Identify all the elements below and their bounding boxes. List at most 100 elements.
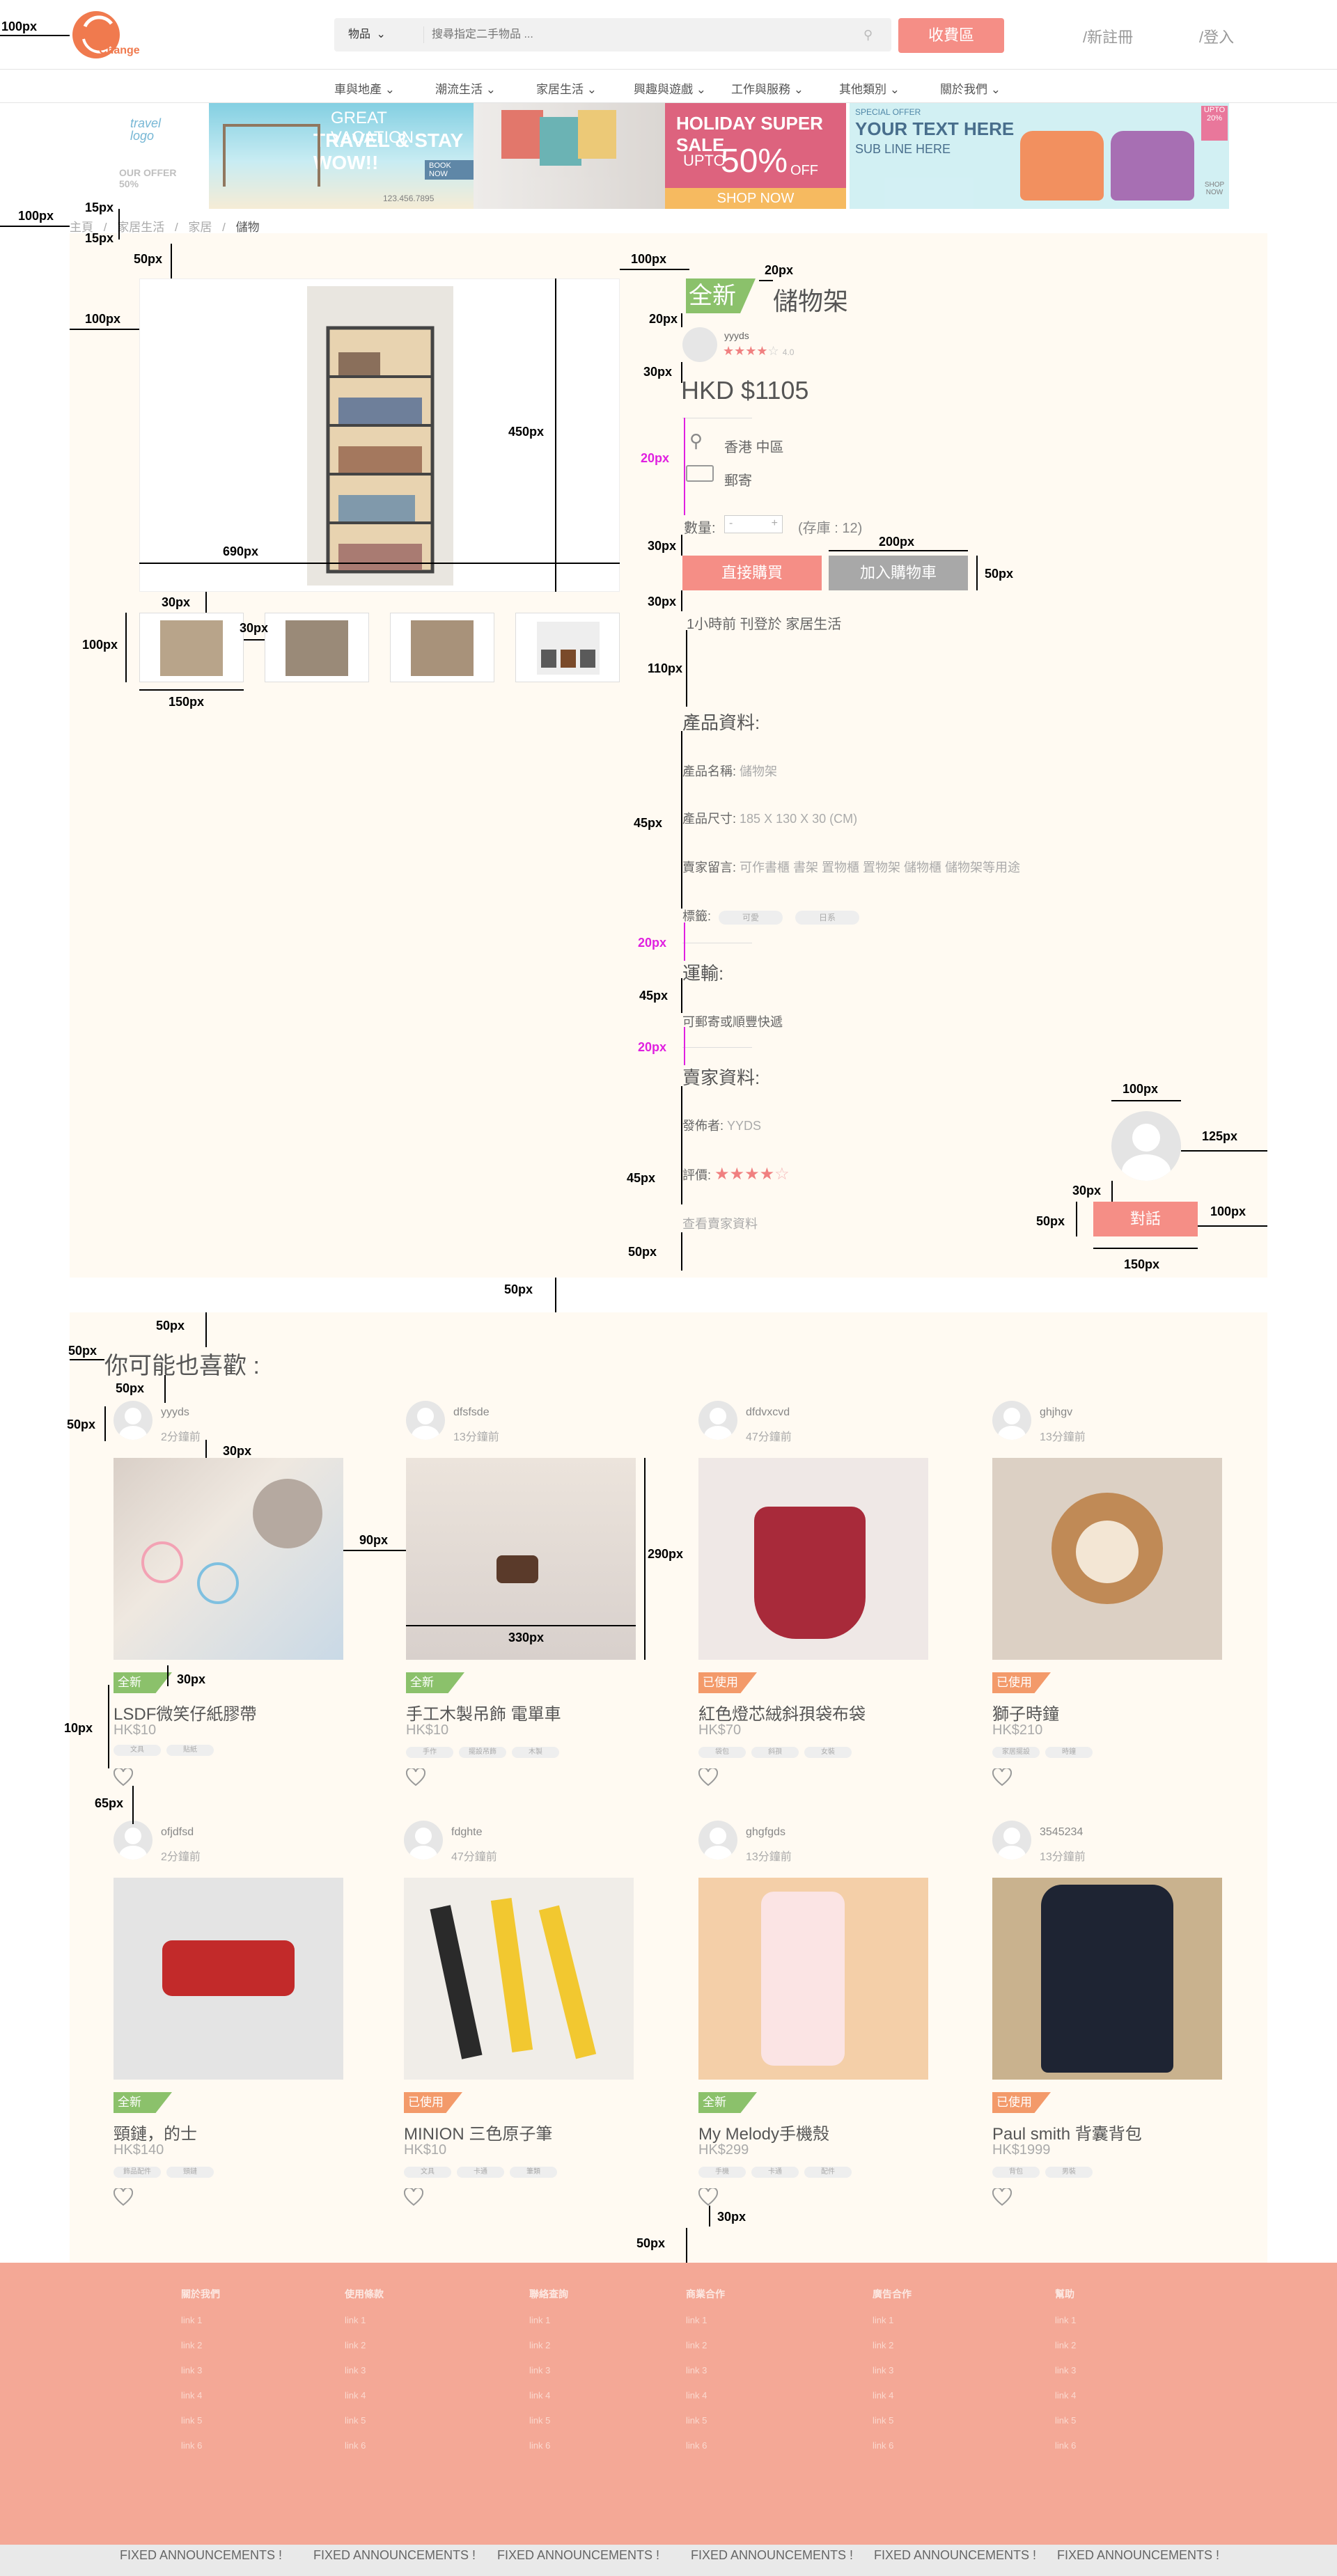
nav-item-0[interactable]: 車與地產 ⌄ [334, 83, 395, 96]
tag[interactable]: 文具 [114, 1745, 161, 1756]
product-card[interactable]: ghjhgv 13分鐘前 已使用 獅子時鐘 HK$210 家居擺設 時鐘 [992, 1401, 1222, 1791]
seller-avatar[interactable] [682, 327, 717, 362]
tag[interactable]: 男裝 [1045, 2167, 1093, 2178]
heart-icon[interactable] [698, 2188, 718, 2206]
view-seller-link[interactable]: 查看賣家資料 [682, 1217, 758, 1231]
product-card[interactable]: 3545234 13分鐘前 已使用 Paul smith 背囊背包 HK$199… [992, 1821, 1222, 2210]
footer-link[interactable]: link 3 [181, 2365, 203, 2375]
announcement[interactable]: FIXED ANNOUNCEMENTS ! [1057, 2548, 1220, 2562]
product-card[interactable]: dfsfsde 13分鐘前 全新 手工木製吊飾 電單車 HK$10 手作 擺設吊飾… [406, 1401, 636, 1791]
footer-link[interactable]: link 2 [345, 2340, 366, 2350]
add-cart-button[interactable]: 加入購物車 [829, 556, 968, 590]
tag[interactable]: 木製 [512, 1747, 559, 1758]
footer-link[interactable]: link 1 [1055, 2315, 1077, 2325]
tag[interactable]: 手作 [406, 1747, 453, 1758]
announcement[interactable]: FIXED ANNOUNCEMENTS ! [120, 2548, 283, 2562]
product-card[interactable]: fdghte 47分鐘前 已使用 MINION 三色原子筆 HK$10 文具 卡通… [404, 1821, 634, 2210]
qty-minus-button[interactable]: - [729, 517, 733, 529]
footer-link[interactable]: link 6 [529, 2440, 551, 2451]
tag[interactable]: 斜孭 [751, 1747, 799, 1758]
heart-icon[interactable] [114, 2188, 133, 2206]
footer-link[interactable]: link 1 [529, 2315, 551, 2325]
search-input[interactable] [432, 18, 850, 52]
announcement[interactable]: FIXED ANNOUNCEMENTS ! [874, 2548, 1037, 2562]
tag[interactable]: 頸鏈 [166, 2167, 214, 2178]
announcement[interactable]: FIXED ANNOUNCEMENTS ! [497, 2548, 660, 2562]
thumbnail-1[interactable] [265, 613, 369, 682]
seller-name[interactable]: yyyds [724, 330, 749, 341]
seller-big-avatar[interactable] [1111, 1111, 1181, 1181]
thumbnail-3[interactable] [515, 613, 620, 682]
sell-button[interactable]: 收費區 [898, 18, 1004, 53]
footer-link[interactable]: link 5 [1055, 2415, 1077, 2426]
tag[interactable]: 卡通 [751, 2167, 799, 2178]
footer-link[interactable]: link 4 [529, 2390, 551, 2401]
footer-link[interactable]: link 3 [873, 2365, 894, 2375]
tag[interactable]: 袋包 [698, 1747, 746, 1758]
tag[interactable]: 貼紙 [166, 1745, 214, 1756]
product-card[interactable]: dfdvxcvd 47分鐘前 已使用 紅色燈芯絨斜孭袋布袋 HK$70 袋包 斜孭… [698, 1401, 928, 1791]
tag[interactable]: 文具 [404, 2167, 451, 2178]
footer-link[interactable]: link 5 [686, 2415, 707, 2426]
tag[interactable]: 配件 [804, 2167, 852, 2178]
footer-link[interactable]: link 1 [345, 2315, 366, 2325]
banner-strip[interactable]: travel logo OUR OFFER 50% GREAT VACATION… [115, 103, 1229, 209]
footer-link[interactable]: link 4 [1055, 2390, 1077, 2401]
product-card[interactable]: ghgfgds 13分鐘前 全新 My Melody手機殼 HK$299 手機卡… [698, 1821, 928, 2210]
heart-icon[interactable] [698, 1768, 718, 1786]
chat-button[interactable]: 對話 [1093, 1202, 1198, 1236]
qty-plus-button[interactable]: + [771, 517, 778, 529]
footer-link[interactable]: link 2 [181, 2340, 203, 2350]
breadcrumb-item[interactable]: 主頁 [70, 221, 93, 234]
heart-icon[interactable] [406, 1768, 425, 1786]
footer-link[interactable]: link 6 [873, 2440, 894, 2451]
announcement[interactable]: FIXED ANNOUNCEMENTS ! [313, 2548, 476, 2562]
tag[interactable]: 可愛 [719, 911, 783, 925]
product-main-image[interactable] [139, 278, 620, 592]
tag[interactable]: 擺設吊飾 [459, 1747, 506, 1758]
nav-item-5[interactable]: 其他類別 ⌄ [839, 83, 900, 96]
footer-link[interactable]: link 3 [529, 2365, 551, 2375]
footer-link[interactable]: link 4 [873, 2390, 894, 2401]
register-link[interactable]: /新註冊 [1083, 29, 1134, 46]
footer-link[interactable]: link 5 [345, 2415, 366, 2426]
product-card[interactable]: yyyds 2分鐘前 全新 LSDF微笑仔紙膠帶 HK$10 文具 貼紙 [114, 1401, 343, 1791]
nav-item-4[interactable]: 工作與服務 ⌄ [731, 83, 804, 96]
tag[interactable]: 家居擺設 [992, 1747, 1040, 1758]
logo[interactable]: Change [70, 7, 153, 63]
footer-link[interactable]: link 4 [345, 2390, 366, 2401]
heart-icon[interactable] [992, 1768, 1012, 1786]
breadcrumb-item[interactable]: 家居 [188, 221, 212, 234]
product-card[interactable]: ofjdfsd 2分鐘前 全新 頸鏈，的士 HK$140 飾品配件 頸鏈 [114, 1821, 343, 2210]
tag[interactable]: 時鐘 [1045, 1747, 1093, 1758]
footer-link[interactable]: link 1 [181, 2315, 203, 2325]
tag[interactable]: 筆類 [510, 2167, 557, 2178]
footer-link[interactable]: link 3 [686, 2365, 707, 2375]
search-icon[interactable]: ⚲ [863, 28, 873, 42]
breadcrumb-item[interactable]: 家居生活 [117, 221, 165, 234]
heart-icon[interactable] [114, 1768, 133, 1786]
footer-link[interactable]: link 4 [181, 2390, 203, 2401]
footer-link[interactable]: link 5 [529, 2415, 551, 2426]
footer-link[interactable]: link 1 [686, 2315, 707, 2325]
footer-link[interactable]: link 2 [1055, 2340, 1077, 2350]
nav-item-2[interactable]: 家居生活 ⌄ [536, 83, 597, 96]
footer-link[interactable]: link 6 [345, 2440, 366, 2451]
tag[interactable]: 手機 [698, 2167, 746, 2178]
tag[interactable]: 背包 [992, 2167, 1040, 2178]
tag[interactable]: 卡通 [457, 2167, 504, 2178]
footer-link[interactable]: link 1 [873, 2315, 894, 2325]
footer-link[interactable]: link 6 [686, 2440, 707, 2451]
thumbnail-2[interactable] [390, 613, 494, 682]
heart-icon[interactable] [404, 2188, 423, 2206]
thumbnail-0[interactable] [139, 613, 244, 682]
footer-link[interactable]: link 6 [1055, 2440, 1077, 2451]
tag[interactable]: 日系 [795, 911, 860, 925]
nav-item-6[interactable]: 關於我們 ⌄ [940, 83, 1001, 96]
buy-now-button[interactable]: 直接購買 [682, 556, 822, 590]
footer-link[interactable]: link 6 [181, 2440, 203, 2451]
footer-link[interactable]: link 3 [345, 2365, 366, 2375]
tag[interactable]: 飾品配件 [114, 2167, 161, 2178]
announcement[interactable]: FIXED ANNOUNCEMENTS ! [691, 2548, 854, 2562]
footer-link[interactable]: link 4 [686, 2390, 707, 2401]
